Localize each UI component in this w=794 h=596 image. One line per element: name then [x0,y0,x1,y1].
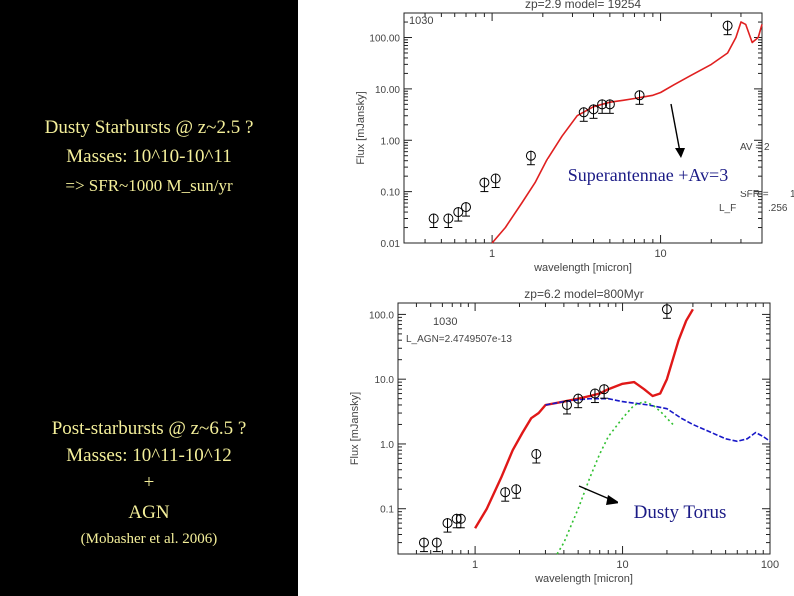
chart-2-data-point [442,518,453,533]
chart-1-y-tick-label: 0.01 [381,239,401,250]
chart-2-x-axis-label: wavelength [micron] [534,573,633,585]
chart-2-data-point [455,513,466,529]
chart-1-data-point [443,213,454,228]
chart-2-data-point [561,399,572,415]
chart-1-data-point [460,202,471,217]
starburst-sfr: => SFR~1000 M_sun/yr [65,176,233,195]
chart-1-side-note: 1 [790,189,794,200]
chart-1-corner-label: 1030 [409,15,433,27]
left-panel: Dusty Starbursts @ z~2.5 ? Masses: 10^10… [0,0,298,596]
chart-1-data-point [578,107,589,122]
chart-1-data-point [479,177,490,193]
chart-1-callout-arrowhead [675,148,685,158]
chart-2-data-point [531,448,542,464]
chart-1-side-note: .256 [768,203,788,214]
chart-1-series-model [491,21,763,244]
chart-2-data-point [589,388,600,404]
chart-2-data-point [431,537,442,553]
chart-1-y-axis-label: Flux [mJansky] [355,91,367,164]
chart-1-x-tick-label: 10 [654,248,666,260]
chart-2-callout-arrowhead [606,495,620,505]
chart-1-data-point [453,207,464,222]
chart-1-callout-arrow [670,103,681,153]
chart-2-title: zp=6.2 model=800Myr [524,287,643,301]
chart-2-x-tick-label: 1 [472,559,478,571]
chart-2-data-point [661,304,672,319]
chart-2-corner-label: 1030 [433,316,457,328]
chart-2-y-axis-label: Flux [mJansky] [349,392,361,465]
chart-1-data-point [490,173,501,189]
chart-1-data-point [588,104,599,119]
dusty-torus-callout: Dusty Torus [618,500,742,526]
chart-1-data-point [428,213,439,228]
chart-1-title: zp=2.9 model= 19254 [525,0,641,11]
chart-2-frame [397,302,771,555]
post-starburst-masses: Masses: 10^11-10^12 [66,445,232,466]
chart-2-x-tick-label: 100 [761,559,779,571]
chart-2-data-point [599,384,610,399]
chart-2-x-tick-label: 10 [616,559,628,571]
chart-2-y-tick-label: 10.0 [375,375,395,386]
bottom-sed-plot: 1 10 100 0.1 1.0 10.0 100.0 zp=6.2 model=800Myr… [349,287,779,585]
starburst-heading: Dusty Starbursts @ z~2.5 ? [44,117,254,138]
chart-1-data-point [604,99,615,114]
chart-1-side-note: L_F [719,203,736,214]
chart-1-data-point [597,99,608,114]
chart-1-y-tick-label: 100.00 [369,34,400,45]
chart-2-series-torus [556,400,674,555]
chart-1-side-note: AV = 2 [740,142,770,153]
chart-1-y-tick-label: 1.00 [381,136,401,147]
agn-label: AGN [128,502,170,523]
chart-1-data-point [634,90,645,105]
chart-2-y-tick-label: 0.1 [380,505,394,516]
chart-1-data-point [722,20,733,36]
chart-1-y-tick-label: 10.00 [375,85,400,96]
chart-1-data-point [525,150,536,166]
chart-2-data-point [500,487,511,502]
chart-2-subtitle: L_AGN=2.4749507e-13 [406,334,512,345]
chart-1-x-tick-label: 1 [489,248,495,260]
chart-1-frame [403,12,763,244]
chart-1-y-tick-label: 0.10 [381,188,401,199]
chart-2-data-point [418,537,429,553]
chart-2-series-stellar [545,397,771,443]
chart-1-x-axis-label: wavelength [micron] [533,262,632,274]
chart-2-y-tick-label: 100.0 [369,310,394,321]
chart-1-side-note: SFR = [740,189,769,200]
top-sed-plot: 1 10 0.01 0.10 1.00 10.00 100.00 zp=2.9 model= … [355,0,794,274]
plus-sign: + [143,472,155,493]
chart-2-data-point [511,484,522,499]
chart-2-y-tick-label: 1.0 [380,440,394,451]
post-starburst-heading: Post-starbursts @ z~6.5 ? [51,418,247,439]
superantennae-callout: Superantennae +Av=3 [548,159,748,191]
chart-2-data-point [573,393,584,409]
starburst-masses: Masses: 10^10-10^11 [66,146,232,167]
citation: (Mobasher et al. 2006) [80,531,218,547]
